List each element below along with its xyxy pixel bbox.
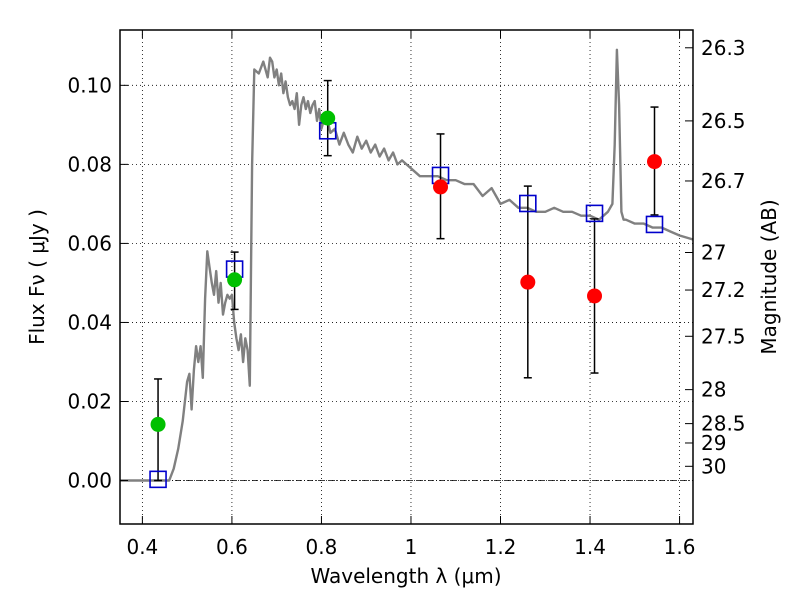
y2-tick-label: 28 — [701, 378, 726, 402]
plot-area — [120, 48, 693, 489]
y2-tick-label: 27.5 — [701, 324, 746, 348]
y-tick-label: 0.04 — [67, 310, 112, 334]
plot-frame — [119, 29, 694, 525]
y2-tick-label: 26.3 — [701, 36, 746, 60]
y-tick-label: 0.06 — [67, 231, 112, 255]
detection-point — [150, 416, 166, 432]
x-tick-label: 0.6 — [216, 535, 248, 559]
measurement-point — [647, 154, 663, 170]
sed-model-line — [120, 48, 693, 482]
y2-tick-label: 26.5 — [701, 109, 746, 133]
y2-tick-label: 30 — [701, 454, 726, 478]
y-tick-label: 0.00 — [67, 469, 112, 493]
measurement-point — [520, 274, 536, 290]
axes: 0.4 0.6 0.8 1 1.2 1.4 1.6 0.00 0.02 0.04 0.06 0.08 0… — [67, 30, 746, 559]
x-tick-label: 0.8 — [306, 535, 338, 559]
x-tick-label: 1.4 — [574, 535, 606, 559]
model-flux-marker — [519, 194, 537, 213]
measurement-point — [433, 179, 449, 195]
y-axis-label: Flux Fν ( μJy ) — [25, 209, 49, 345]
y2-tick-label: 27.2 — [701, 278, 746, 302]
x-axis-label: Wavelength λ (μm) — [310, 564, 501, 588]
y2-tick-label: 28.5 — [701, 412, 746, 436]
y2-tick-label: 26.7 — [701, 169, 746, 193]
x-tick-label: 1.6 — [664, 535, 696, 559]
model-flux-marker — [645, 215, 664, 234]
y-tick-label: 0.08 — [67, 152, 112, 176]
detection-point — [320, 110, 336, 126]
measurement-point — [587, 288, 603, 304]
y-tick-label: 0.02 — [67, 389, 112, 413]
detection-point — [227, 272, 243, 288]
y2-axis-label: Magnitude (AB) — [757, 199, 781, 354]
y2-tick-label: 27 — [701, 240, 726, 264]
y-tick-label: 0.10 — [67, 73, 112, 97]
x-tick-label: 0.4 — [126, 535, 158, 559]
x-tick-label: 1 — [405, 535, 418, 559]
y2-tick-label: 29 — [701, 431, 726, 455]
model-flux-marker — [149, 470, 167, 489]
model-flux-marker — [585, 204, 604, 223]
x-tick-label: 1.2 — [485, 535, 517, 559]
